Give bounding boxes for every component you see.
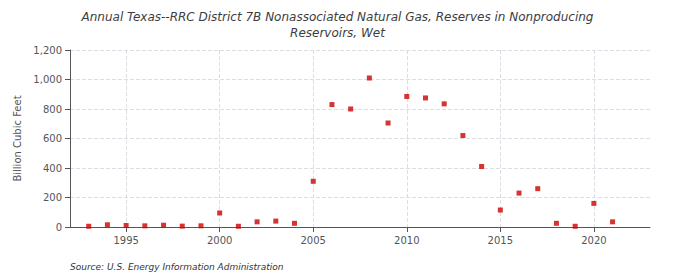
svg-text:Billion Cubic Feet: Billion Cubic Feet	[12, 95, 23, 181]
svg-text:2005: 2005	[300, 235, 325, 246]
svg-text:Annual Texas--RRC District 7B: Annual Texas--RRC District 7B Nonassocia…	[81, 10, 594, 24]
svg-text:Reservoirs, Wet: Reservoirs, Wet	[290, 26, 386, 40]
svg-text:1,200: 1,200	[33, 45, 62, 56]
svg-text:400: 400	[43, 163, 62, 174]
svg-text:600: 600	[43, 133, 62, 144]
svg-text:2015: 2015	[488, 235, 513, 246]
svg-text:200: 200	[43, 192, 62, 203]
svg-text:2000: 2000	[207, 235, 232, 246]
svg-text:1995: 1995	[113, 235, 138, 246]
svg-text:1,000: 1,000	[33, 74, 62, 85]
svg-text:0: 0	[56, 222, 62, 233]
svg-text:800: 800	[43, 104, 62, 115]
svg-text:2020: 2020	[581, 235, 606, 246]
svg-text:2010: 2010	[394, 235, 419, 246]
svg-text:Source: U.S. Energy Informatio: Source: U.S. Energy Information Administ…	[70, 262, 284, 272]
